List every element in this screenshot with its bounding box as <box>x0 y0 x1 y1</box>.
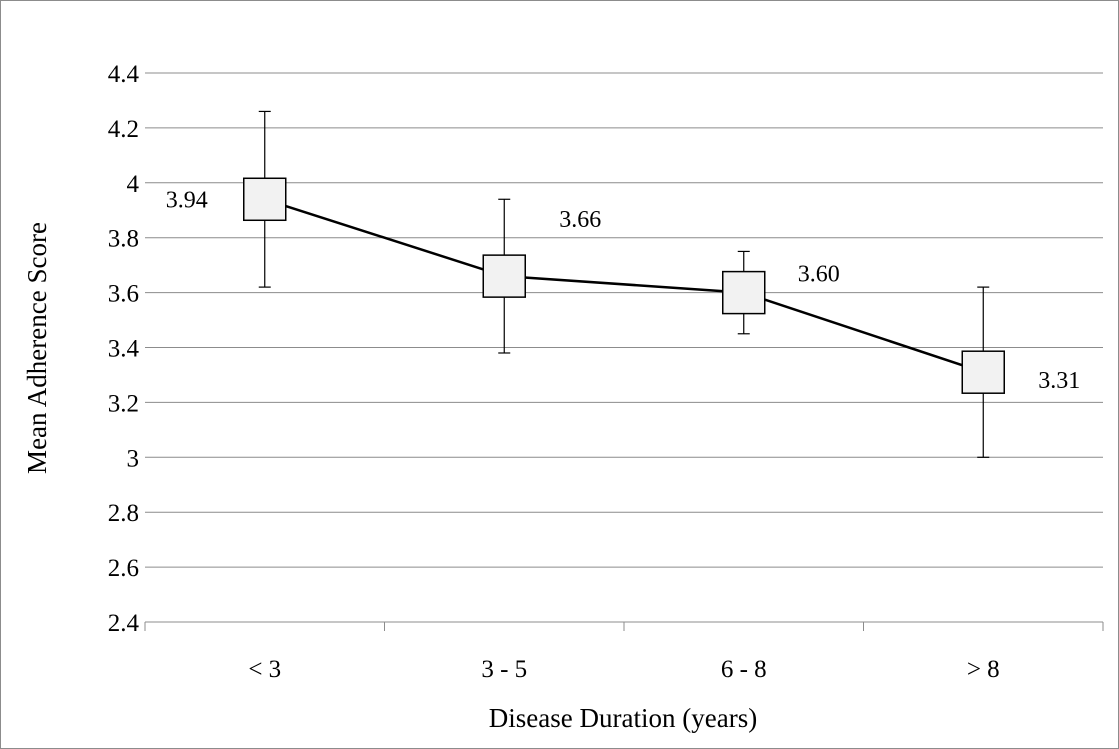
data-label: 3.94 <box>166 187 208 213</box>
y-tick-label: 2.8 <box>108 500 139 527</box>
data-point-marker <box>482 254 526 298</box>
data-point-marker <box>243 177 287 222</box>
x-tick-label: > 8 <box>967 656 1000 683</box>
series <box>243 110 1005 458</box>
y-tick-label: 3.8 <box>108 226 139 253</box>
data-labels: 3.94 3.66 3.60 3.31 <box>156 184 1090 396</box>
data-point-marker <box>961 350 1005 394</box>
y-tick-label: 2.4 <box>108 610 140 637</box>
data-label-background <box>788 258 849 289</box>
y-tick-label: 2.6 <box>108 555 139 582</box>
x-tick-label: < 3 <box>248 656 281 683</box>
y-tick-label: 4 <box>127 171 140 198</box>
y-tick-label: 4.4 <box>108 61 140 88</box>
y-tick-label: 3 <box>127 445 140 472</box>
series-line <box>264 198 984 374</box>
data-label-background <box>156 184 217 215</box>
gridlines <box>145 72 1103 568</box>
data-label: 3.66 <box>559 207 601 233</box>
y-axis: 2.4 2.6 2.8 3 3.2 3.4 3.6 3.8 4 4.2 4.4 <box>108 61 140 637</box>
data-label: 3.31 <box>1038 368 1080 394</box>
y-tick-label: 4.2 <box>108 116 139 143</box>
x-axis-title: Disease Duration (years) <box>489 703 757 733</box>
x-axis <box>144 621 1104 631</box>
y-tick-label: 3.4 <box>108 336 140 363</box>
data-label-background <box>1029 365 1090 396</box>
data-label-background <box>550 204 611 235</box>
y-axis-title: Mean Adherence Score <box>22 222 52 474</box>
y-tick-label: 3.6 <box>108 281 139 308</box>
y-tick-label: 3.2 <box>108 390 139 417</box>
data-label: 3.60 <box>798 262 840 288</box>
x-tick-labels: < 3 3 - 5 6 - 8 > 8 <box>248 656 999 683</box>
x-tick-label: 3 - 5 <box>481 656 527 683</box>
x-tick-label: 6 - 8 <box>721 656 767 683</box>
data-point-marker <box>722 270 766 315</box>
